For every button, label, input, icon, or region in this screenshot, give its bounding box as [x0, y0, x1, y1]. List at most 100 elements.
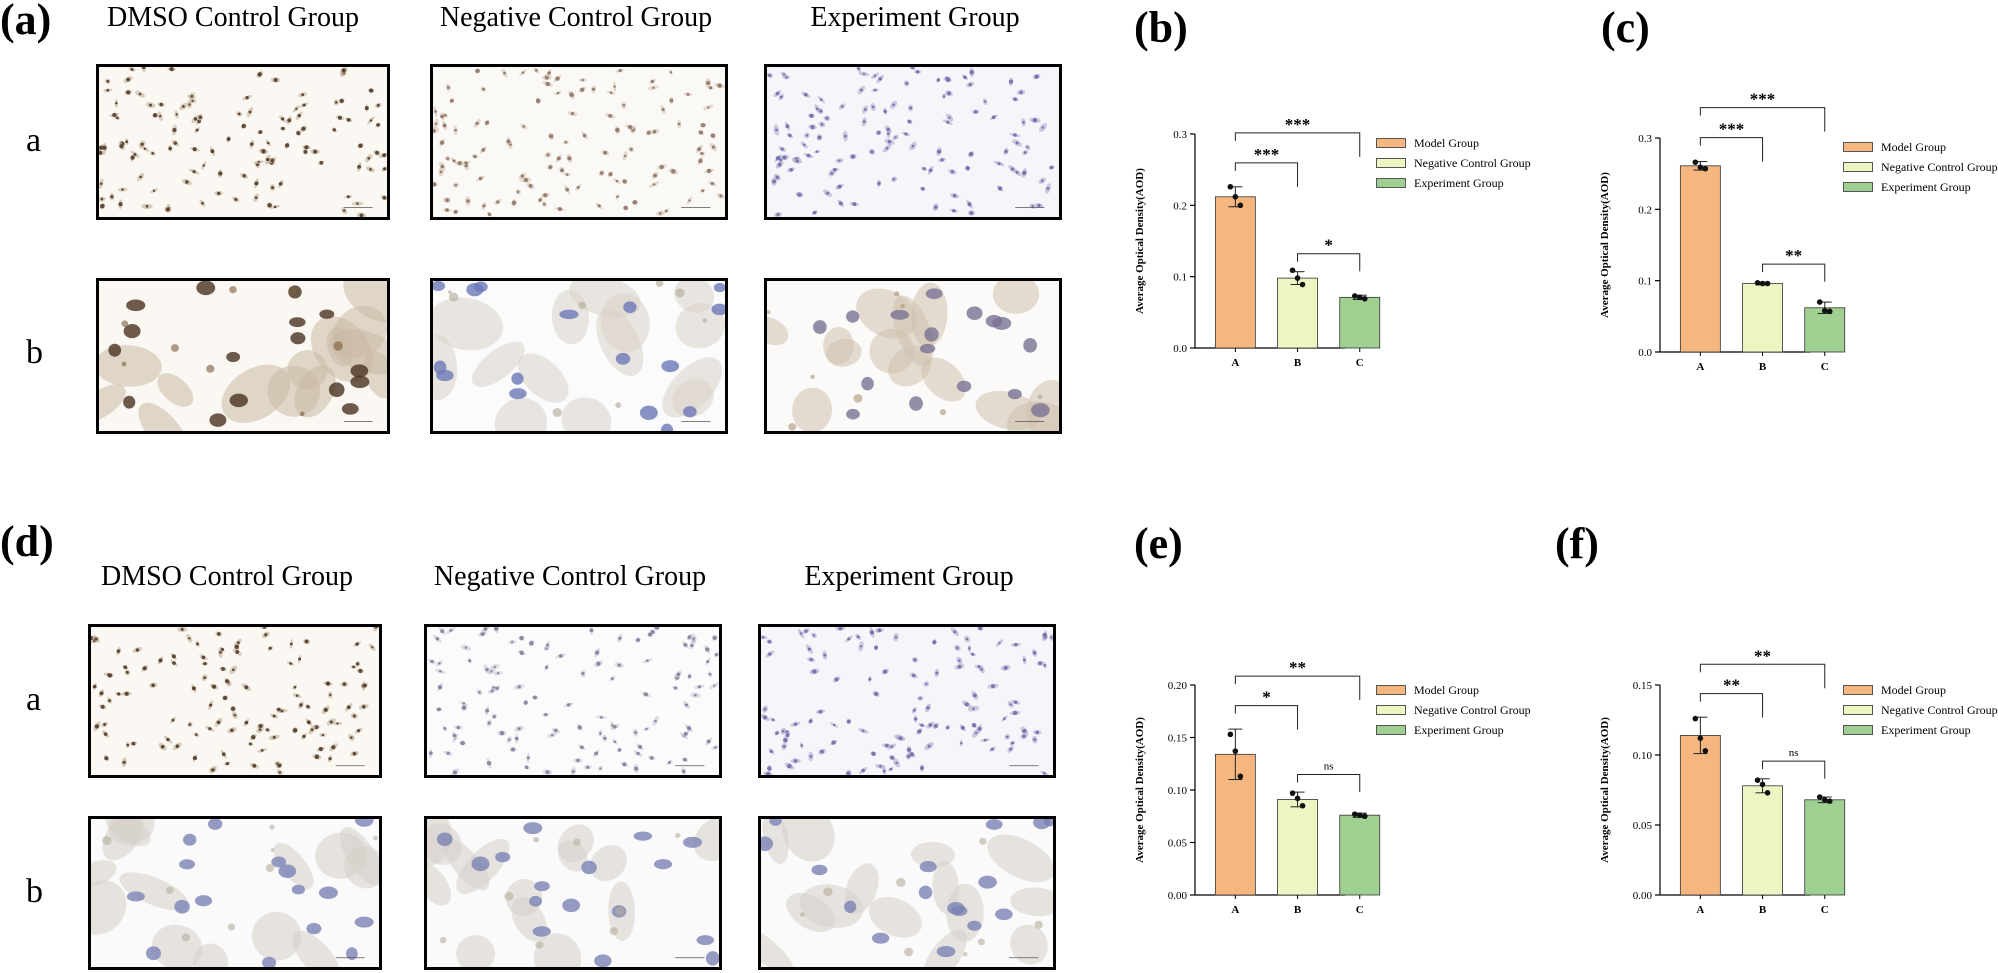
bar-A: [1679, 165, 1721, 353]
legend-c: Model Group Negative Control Group Experim…: [1843, 137, 1998, 197]
y-tick-label: 0.1: [1173, 272, 1187, 284]
significance-bracket: ***: [1234, 145, 1299, 187]
data-point: [1764, 280, 1771, 287]
data-point: [1232, 748, 1239, 754]
y-tick-label: 0.00: [1168, 890, 1188, 902]
data-point: [1361, 813, 1368, 820]
legend-swatch: [1843, 142, 1873, 152]
data-point: [1237, 202, 1244, 209]
legend-label: Negative Control Group: [1881, 159, 1998, 174]
legend-swatch: [1376, 705, 1406, 715]
legend-label: Model Group: [1414, 135, 1479, 150]
bar-C: [1339, 814, 1381, 896]
chart-e: 0.00 0.05 0.10 0.15 0.20 Average Optical Dens…: [1115, 650, 1381, 950]
row-label-a-top: a: [26, 122, 42, 159]
data-point: [1299, 281, 1306, 288]
legend-label: Model Group: [1414, 682, 1479, 697]
legend-label: Model Group: [1881, 139, 1946, 154]
micrograph-top-a-negative: [430, 64, 728, 220]
legend-f: Model Group Negative Control Group Experim…: [1843, 680, 1998, 740]
significance-bracket: **: [1762, 246, 1826, 282]
legend-item: Negative Control Group: [1376, 153, 1531, 173]
legend-b: Model Group Negative Control Group Experim…: [1376, 133, 1531, 193]
legend-label: Experiment Group: [1414, 175, 1504, 190]
legend-swatch: [1376, 725, 1406, 735]
legend-swatch: [1843, 725, 1873, 735]
legend-item: Model Group: [1376, 680, 1531, 700]
y-axis-label: Average Optical Density(AOD): [1599, 717, 1611, 863]
micrograph-bottom-a-negative: [424, 624, 722, 778]
x-tick-label: B: [1294, 904, 1302, 916]
legend-item: Experiment Group: [1376, 173, 1531, 193]
significance-label: ***: [1750, 90, 1776, 109]
bar-B: [1742, 283, 1783, 353]
legend-label: Experiment Group: [1414, 722, 1504, 737]
panel-letter-f: (f): [1555, 519, 1599, 568]
y-axis-label: Average Optical Density(AOD): [1134, 168, 1146, 314]
legend-label: Negative Control Group: [1414, 702, 1531, 717]
data-point: [1702, 748, 1709, 754]
error-bar-A: [1228, 728, 1243, 780]
y-tick-label: 0.0: [1638, 347, 1652, 359]
row-label-a-bottom: a: [26, 681, 42, 718]
bar-B: [1277, 277, 1318, 349]
significance-label: *: [1324, 236, 1333, 255]
micrograph-top-a-experiment: [764, 64, 1062, 220]
data-point: [1754, 280, 1761, 286]
y-tick-label: 0.3: [1173, 129, 1187, 141]
y-tick-label: 0.05: [1633, 820, 1653, 832]
chart-f: 0.00 0.05 0.10 0.15 Average Optical Density(…: [1580, 646, 1846, 950]
legend-label: Model Group: [1881, 682, 1946, 697]
legend-item: Model Group: [1376, 133, 1531, 153]
y-tick-label: 0.10: [1633, 750, 1653, 762]
legend-label: Experiment Group: [1881, 722, 1971, 737]
legend-item: Experiment Group: [1376, 720, 1531, 740]
legend-item: Model Group: [1843, 680, 1998, 700]
micrograph-bottom-b-experiment: [758, 816, 1056, 970]
legend-item: Negative Control Group: [1376, 700, 1531, 720]
significance-bracket: ***: [1234, 115, 1361, 157]
data-point: [1237, 773, 1244, 780]
significance-bracket: **: [1699, 646, 1826, 689]
significance-label: ns: [1324, 760, 1334, 772]
row-label-b-bottom: b: [26, 873, 43, 910]
column-title-experiment-top: Experiment Group: [810, 2, 1020, 33]
x-tick-label: C: [1821, 904, 1829, 916]
significance-label: *: [1262, 688, 1271, 707]
micrograph-top-b-dmso: [96, 278, 390, 434]
y-tick-label: 0.2: [1173, 200, 1187, 212]
row-label-b-top: b: [26, 334, 43, 371]
data-point: [1816, 794, 1823, 800]
data-point: [1289, 267, 1296, 274]
legend-swatch: [1843, 685, 1873, 695]
data-point: [1232, 193, 1239, 200]
column-title-dmso-bottom: DMSO Control Group: [100, 561, 353, 592]
data-point: [1816, 299, 1823, 305]
bar-C: [1804, 799, 1846, 896]
significance-bracket: ns: [1297, 760, 1361, 793]
x-tick-label: C: [1356, 357, 1364, 369]
data-point: [1826, 798, 1833, 804]
panel-letter-d: (d): [0, 517, 54, 566]
data-point: [1826, 308, 1833, 315]
legend-e: Model Group Negative Control Group Experim…: [1376, 680, 1531, 740]
data-point: [1351, 293, 1358, 299]
x-tick-label: C: [1821, 361, 1829, 373]
micrograph-top-b-negative: [430, 278, 728, 434]
data-point: [1294, 275, 1301, 281]
y-axis-label: Average Optical Density(AOD): [1599, 172, 1611, 318]
data-point: [1697, 164, 1704, 171]
panel-letter-b: (b): [1134, 3, 1188, 52]
y-tick-label: 0.20: [1168, 680, 1188, 692]
micrograph-bottom-a-experiment: [758, 624, 1056, 778]
significance-bracket: ns: [1762, 747, 1826, 779]
legend-item: Experiment Group: [1843, 177, 1998, 197]
y-tick-label: 0.1: [1638, 276, 1652, 288]
x-tick-label: A: [1231, 904, 1239, 916]
legend-swatch: [1376, 138, 1406, 148]
y-tick-label: 0.15: [1633, 680, 1653, 692]
data-point: [1821, 797, 1828, 803]
bar-A: [1214, 196, 1256, 349]
legend-label: Negative Control Group: [1881, 702, 1998, 717]
micrograph-top-b-experiment: [764, 278, 1062, 434]
